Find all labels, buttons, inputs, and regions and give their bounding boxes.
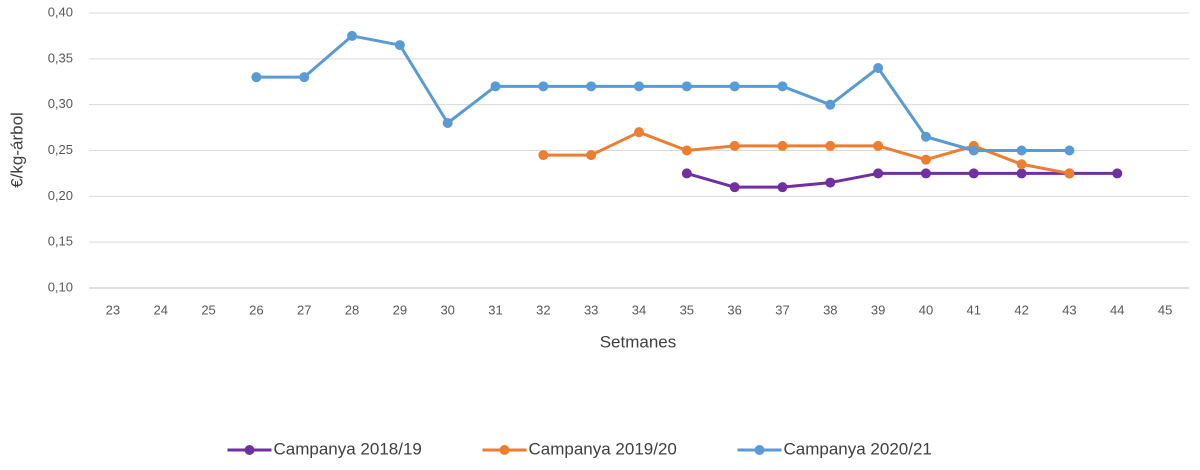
x-tick-label: 40 xyxy=(919,302,933,317)
series-line xyxy=(686,171,1118,189)
point-marker xyxy=(681,81,692,92)
legend-marker xyxy=(499,445,510,455)
point-marker xyxy=(347,30,358,41)
x-tick-label: 29 xyxy=(393,302,407,317)
y-tick-label: 0,40 xyxy=(48,4,73,19)
point-marker xyxy=(873,63,884,73)
y-axis-title: €/kg-árbol xyxy=(7,112,26,188)
point-marker xyxy=(1016,168,1027,179)
point-marker xyxy=(777,140,788,151)
point-marker xyxy=(1016,145,1027,156)
point-marker xyxy=(1112,168,1123,179)
x-tick-label: 42 xyxy=(1014,302,1028,317)
legend-text: Campanya 2020/21 xyxy=(784,439,932,458)
point-marker xyxy=(490,81,501,92)
x-tick-label: 44 xyxy=(1110,302,1124,317)
point-marker xyxy=(538,150,549,161)
x-tick-label: 30 xyxy=(440,302,454,317)
x-tick-label: 45 xyxy=(1158,302,1172,317)
x-tick-label: 38 xyxy=(823,302,837,317)
x-tick-label: 34 xyxy=(632,302,646,317)
point-marker xyxy=(777,81,788,92)
point-marker xyxy=(920,154,931,165)
point-marker xyxy=(681,145,692,156)
series-line xyxy=(543,130,1070,175)
x-tick-label: 41 xyxy=(967,302,981,317)
point-marker xyxy=(442,118,453,128)
point-marker xyxy=(538,81,549,92)
x-tick-label: 24 xyxy=(154,302,168,317)
point-marker xyxy=(729,140,740,151)
point-marker xyxy=(586,81,597,92)
point-marker xyxy=(586,150,597,161)
point-marker xyxy=(394,40,405,51)
point-marker xyxy=(634,127,644,138)
x-tick-label: 25 xyxy=(201,302,215,317)
legend-text: Campanya 2018/19 xyxy=(274,439,422,458)
point-marker xyxy=(825,177,836,188)
point-marker xyxy=(1016,159,1027,170)
point-marker xyxy=(968,145,979,156)
y-tick-label: 0,35 xyxy=(48,50,73,65)
y-tick-label: 0,10 xyxy=(48,279,73,294)
series-line xyxy=(256,34,1070,152)
legend-marker xyxy=(754,445,765,455)
point-marker xyxy=(873,168,884,179)
point-marker xyxy=(1064,145,1075,156)
x-tick-label: 35 xyxy=(680,302,694,317)
x-tick-label: 32 xyxy=(536,302,550,317)
x-tick-label: 27 xyxy=(297,302,311,317)
point-marker xyxy=(777,182,788,193)
point-marker xyxy=(920,131,931,142)
x-tick-label: 31 xyxy=(488,302,502,317)
x-tick-label: 43 xyxy=(1062,302,1076,317)
point-marker xyxy=(681,168,692,179)
point-marker xyxy=(299,72,310,83)
y-tick-label: 0,25 xyxy=(48,142,73,157)
point-marker xyxy=(825,140,836,151)
point-marker xyxy=(920,168,931,179)
x-axis-title: Setmanes xyxy=(600,332,677,351)
legend-marker xyxy=(244,445,255,455)
legend-text: Campanya 2019/20 xyxy=(529,439,677,458)
x-tick-label: 23 xyxy=(106,302,120,317)
point-marker xyxy=(825,99,836,110)
y-tick-label: 0,20 xyxy=(48,188,73,203)
point-marker xyxy=(634,81,644,92)
point-marker xyxy=(873,140,884,151)
point-marker xyxy=(729,182,740,193)
point-marker xyxy=(968,168,979,179)
x-tick-label: 36 xyxy=(727,302,741,317)
point-marker xyxy=(251,72,262,83)
point-marker xyxy=(729,81,740,92)
x-tick-label: 33 xyxy=(584,302,598,317)
y-tick-label: 0,30 xyxy=(48,96,73,111)
x-tick-label: 26 xyxy=(249,302,263,317)
x-tick-label: 39 xyxy=(871,302,885,317)
y-tick-label: 0,15 xyxy=(48,234,73,249)
x-tick-label: 28 xyxy=(345,302,359,317)
point-marker xyxy=(1064,168,1075,179)
x-tick-label: 37 xyxy=(775,302,789,317)
